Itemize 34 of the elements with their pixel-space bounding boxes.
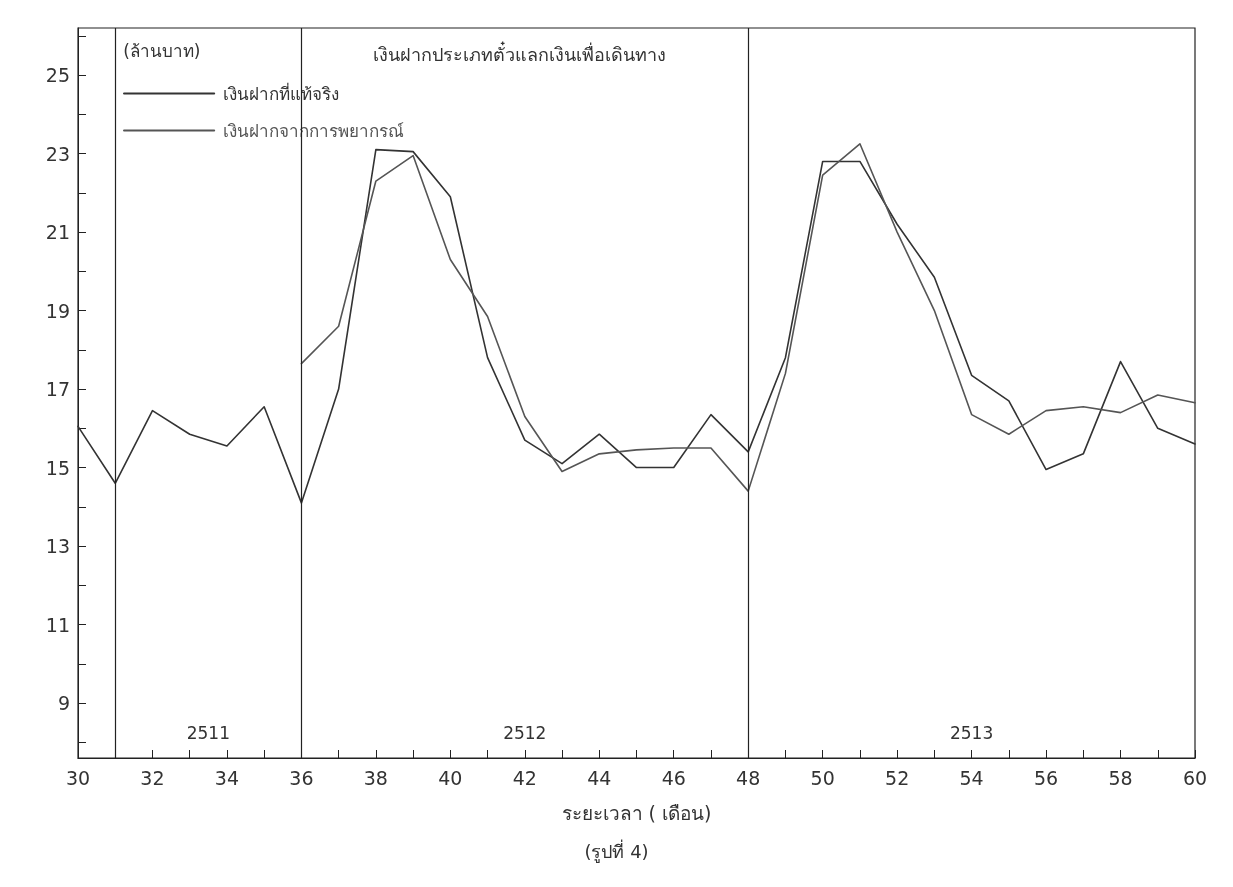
y-tick-label: 11 [45, 613, 70, 636]
x-tick-label: 50 [810, 766, 835, 789]
x-tick-label: 42 [512, 766, 537, 789]
y-tick-label: 17 [45, 378, 70, 401]
x-tick-label: 48 [736, 766, 761, 789]
x-tick-label: 44 [587, 766, 612, 789]
x-tick-label: 58 [1108, 766, 1133, 789]
x-tick-label: 32 [140, 766, 165, 789]
x-axis-title: ระยะเวลา ( เดือน) [561, 801, 712, 824]
x-tick-label: 40 [438, 766, 463, 789]
x-tick-label: 36 [289, 766, 314, 789]
y-tick-label: 9 [57, 692, 70, 715]
y-tick-label: 21 [45, 221, 70, 244]
annotation: 2513 [949, 722, 994, 743]
x-tick-label: 34 [214, 766, 240, 789]
text: เงินฝากประเภทตั๋วแลกเงินเพื่อเดินทาง [373, 40, 666, 65]
y-tick-label: 23 [45, 142, 70, 165]
x-tick-label: 30 [65, 766, 91, 789]
x-tick-label: 56 [1033, 766, 1059, 789]
annotation: 2511 [186, 722, 230, 743]
x-tick-label: 38 [363, 766, 388, 789]
x-tick-label: 52 [885, 766, 910, 789]
y-axis-title: (ล้านบาท) [123, 40, 201, 61]
annotation: 2512 [503, 722, 547, 743]
x-tick-label: 54 [959, 766, 984, 789]
x-tick-label: 60 [1182, 766, 1208, 789]
y-tick-label: 13 [45, 535, 70, 558]
text: (รูปที่ 4) [584, 838, 649, 863]
y-tick-label: 15 [45, 456, 70, 479]
x-tick-label: 46 [661, 766, 686, 789]
line-series [300, 142, 1196, 492]
y-tick-label: 25 [45, 64, 70, 87]
line-series [77, 148, 1196, 504]
y-tick-label: 19 [45, 299, 70, 322]
